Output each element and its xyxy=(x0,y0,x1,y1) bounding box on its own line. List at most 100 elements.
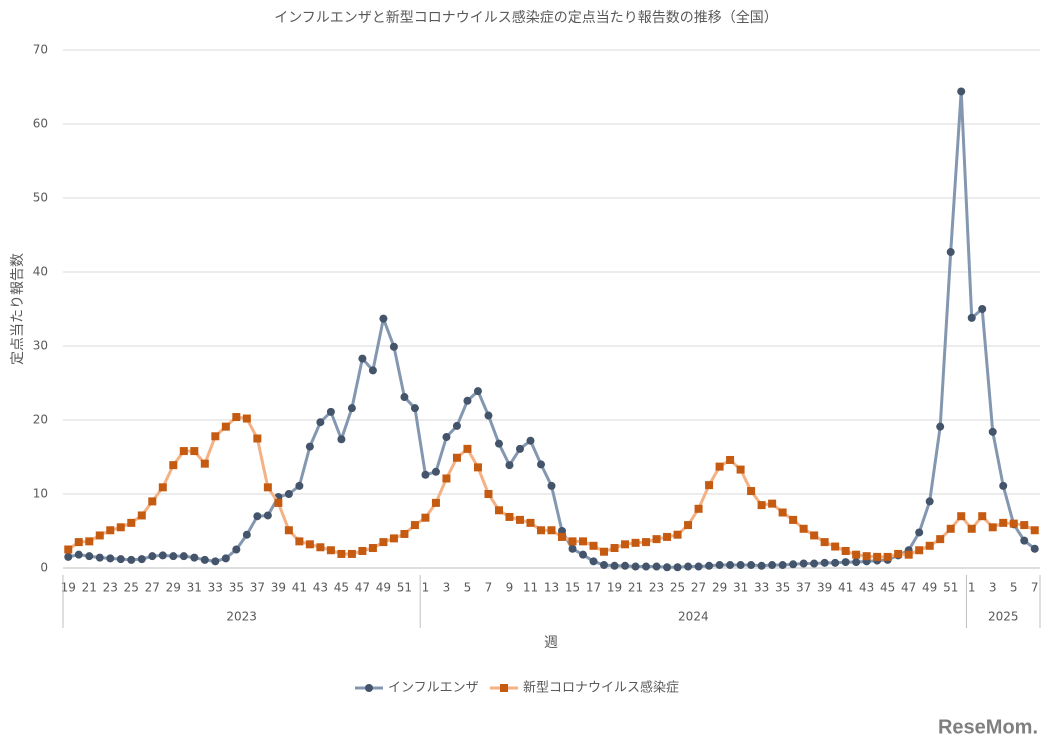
marker xyxy=(946,524,955,533)
marker xyxy=(547,481,556,490)
marker xyxy=(705,561,714,570)
x-axis-title: 週 xyxy=(544,635,558,651)
marker xyxy=(190,447,199,456)
marker xyxy=(915,528,924,537)
marker xyxy=(85,537,94,546)
marker xyxy=(200,555,209,564)
marker xyxy=(967,524,976,533)
x-tick-label: 21 xyxy=(628,581,643,595)
marker xyxy=(642,538,651,547)
marker xyxy=(600,547,609,556)
watermark: ReseMom. xyxy=(938,716,1038,738)
marker xyxy=(284,526,293,535)
x-tick-label: 33 xyxy=(208,581,223,595)
marker xyxy=(442,474,451,483)
marker xyxy=(820,538,829,547)
marker xyxy=(904,550,913,559)
x-tick-label: 35 xyxy=(229,581,244,595)
marker xyxy=(473,463,482,472)
marker xyxy=(148,552,157,561)
marker xyxy=(242,414,251,423)
legend-text: インフルエンザ xyxy=(388,681,479,696)
marker xyxy=(295,537,304,546)
marker xyxy=(789,515,798,524)
marker xyxy=(389,342,398,351)
marker xyxy=(211,432,220,441)
x-tick-label: 47 xyxy=(355,581,370,595)
marker xyxy=(799,559,808,568)
y-tick-label: 10 xyxy=(33,487,48,501)
marker xyxy=(410,521,419,530)
marker xyxy=(673,530,682,539)
marker xyxy=(747,487,756,496)
marker xyxy=(967,313,976,322)
marker xyxy=(988,523,997,532)
marker xyxy=(536,526,545,535)
marker xyxy=(852,558,861,567)
marker xyxy=(589,541,598,550)
marker xyxy=(684,562,693,571)
marker xyxy=(568,544,577,553)
marker xyxy=(137,555,146,564)
marker xyxy=(799,524,808,533)
marker xyxy=(358,546,367,555)
marker xyxy=(579,550,588,559)
marker xyxy=(95,531,104,540)
x-tick-label: 39 xyxy=(271,581,286,595)
marker xyxy=(442,433,451,442)
marker xyxy=(190,553,199,562)
marker xyxy=(1030,544,1039,553)
y-axis-title: 定点当たり報告数 xyxy=(10,253,26,365)
marker xyxy=(757,561,766,570)
x-tick-label: 11 xyxy=(523,581,538,595)
marker xyxy=(326,407,335,416)
marker xyxy=(642,562,651,571)
marker xyxy=(789,560,798,569)
marker xyxy=(64,552,73,561)
marker xyxy=(358,354,367,363)
marker xyxy=(988,427,997,436)
x-tick-label: 19 xyxy=(607,581,622,595)
marker xyxy=(715,561,724,570)
marker xyxy=(242,530,251,539)
marker xyxy=(652,562,661,571)
marker xyxy=(64,545,73,554)
marker xyxy=(925,497,934,506)
marker xyxy=(400,393,409,402)
x-tick-label: 7 xyxy=(1031,581,1039,595)
marker xyxy=(274,498,283,507)
marker xyxy=(505,512,514,521)
marker xyxy=(95,553,104,562)
marker xyxy=(883,552,892,561)
marker xyxy=(694,562,703,571)
x-tick-label: 41 xyxy=(292,581,307,595)
x-tick-label: 29 xyxy=(712,581,727,595)
marker xyxy=(421,470,430,479)
marker xyxy=(452,453,461,462)
marker xyxy=(106,526,115,535)
marker xyxy=(684,521,693,530)
marker xyxy=(337,435,346,444)
x-tick-label: 45 xyxy=(880,581,895,595)
marker xyxy=(505,461,514,470)
marker xyxy=(705,481,714,490)
marker xyxy=(747,561,756,570)
x-group-label: 2023 xyxy=(226,610,257,624)
marker xyxy=(347,404,356,413)
marker xyxy=(179,552,188,561)
x-tick-label: 39 xyxy=(817,581,832,595)
x-tick-label: 7 xyxy=(485,581,493,595)
marker xyxy=(494,506,503,515)
marker xyxy=(400,529,409,538)
series-line xyxy=(67,89,1036,569)
marker xyxy=(1009,519,1018,528)
x-group-label: 2025 xyxy=(988,610,1019,624)
marker xyxy=(169,461,178,470)
x-tick-label: 29 xyxy=(166,581,181,595)
marker xyxy=(621,540,630,549)
marker xyxy=(610,561,619,570)
marker xyxy=(915,546,924,555)
x-tick-label: 27 xyxy=(691,581,706,595)
marker xyxy=(663,563,672,572)
marker xyxy=(810,531,819,540)
